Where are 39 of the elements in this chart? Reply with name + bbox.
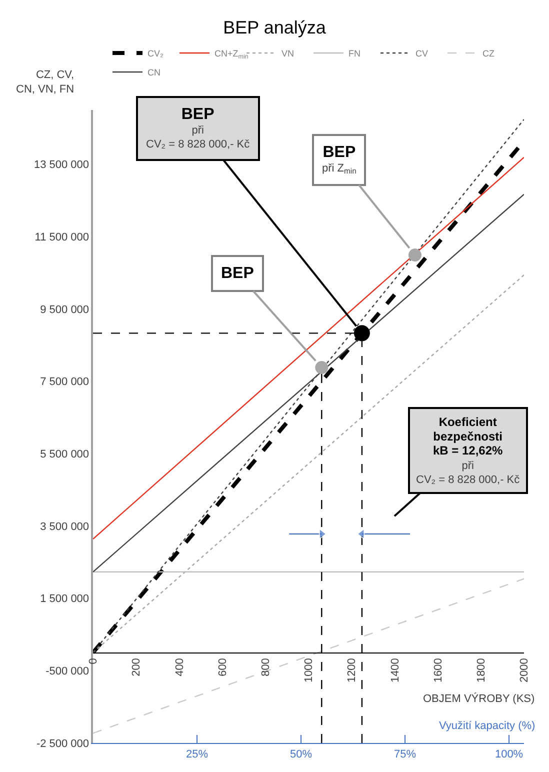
x2-tick-label: 25%: [186, 748, 208, 760]
y-tick-label: 7 500 000: [40, 376, 90, 388]
x-tick-label: 1000: [303, 658, 316, 683]
x-tick-label: 2000: [518, 658, 531, 683]
y-tick-label: 5 500 000: [40, 448, 90, 460]
y-tick-label: -500 000: [46, 666, 90, 678]
y-axis-title: CZ, CV, CN, VN, FN: [16, 69, 74, 96]
annotation: Koeficient bezpečnosti kB = 12,62% při CV₂ = 8 828 000,- Kč: [416, 415, 520, 486]
x-tick-label: 1200: [346, 658, 358, 683]
annotation: BEP při CV₂ = 8 828 000,- Kč: [146, 106, 250, 151]
legend-label: FN: [348, 48, 360, 59]
y-tick-label: 3 500 000: [40, 520, 90, 533]
x-tick-label: 1800: [475, 658, 488, 683]
y-tick-label: 9 500 000: [40, 304, 90, 316]
x-tick-label: 1400: [389, 658, 402, 683]
annotation: BEP při Z$_{min}$: [322, 144, 356, 176]
chart-title: BEP analýza: [223, 17, 327, 38]
y-tick-label: 1 500 000: [40, 593, 90, 606]
legend-label: CN+Z$_{min}$: [214, 48, 249, 60]
x-tick-label: 600: [216, 658, 229, 676]
y-tick-label: -2 500 000: [36, 738, 90, 750]
x2-tick-label: 50%: [290, 748, 312, 760]
legend-label: CV₂: [148, 48, 164, 59]
x-tick-label: 400: [174, 658, 186, 676]
x2-tick-label: 75%: [394, 748, 416, 760]
x2-axis-title: Využití kapacity (%): [439, 720, 536, 732]
x-tick-label: 1600: [432, 658, 444, 683]
x-tick-label: 0: [88, 658, 100, 664]
x2-tick-label: 100%: [494, 748, 524, 760]
legend-label: CN: [148, 68, 160, 78]
y-tick-label: 13 500 000: [34, 159, 90, 172]
x-tick-label: 800: [260, 658, 272, 676]
x-axis-title: OBJEM VÝROBY (KS): [423, 692, 535, 705]
legend-label: CZ: [482, 48, 495, 59]
legend-label: CV: [416, 48, 428, 59]
y-tick-label: 11 500 000: [34, 231, 90, 244]
annotation: BEP: [221, 265, 254, 282]
legend-label: VN: [282, 48, 294, 59]
x-tick-label: 200: [130, 658, 143, 676]
